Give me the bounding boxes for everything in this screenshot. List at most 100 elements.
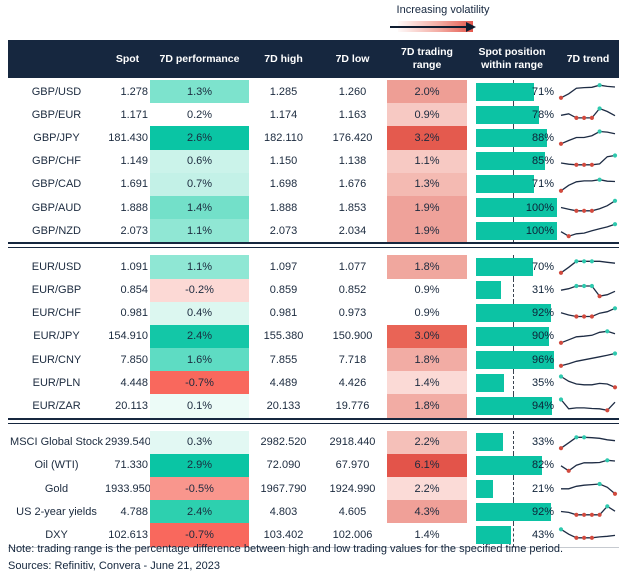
performance-cell: 2.4%	[150, 500, 249, 524]
trend-sparkline	[557, 500, 619, 523]
spot-value: 4.788	[120, 505, 148, 518]
asset-label: DXY	[45, 528, 68, 541]
high-value: 1.285	[269, 85, 298, 98]
table-header-row: Spot 7D performance 7D high 7D low 7D tr…	[8, 40, 619, 78]
position-bar	[476, 396, 553, 416]
column-header-trading-range: 7D trading range	[401, 46, 453, 71]
position-bar	[476, 175, 534, 194]
trading-range-cell: 1.8%	[387, 394, 467, 418]
trend-sparkline	[557, 126, 619, 149]
table-row: EUR/GBP 0.854 -0.2% 0.859 0.852 0.9% 31%	[8, 278, 619, 302]
position-bar-cell: 88%	[467, 126, 557, 150]
position-bar-cell: 96%	[467, 348, 557, 372]
position-bar	[476, 128, 548, 148]
position-label: 71%	[531, 85, 554, 98]
spot-value: 7.850	[120, 353, 148, 366]
trading-range-cell: 1.3%	[387, 172, 467, 196]
performance-cell: 1.3%	[150, 80, 249, 104]
trading-range-cell: 1.9%	[387, 219, 467, 243]
high-value: 1.888	[269, 201, 298, 214]
table-row: GBP/USD 1.278 1.3% 1.285 1.260 2.0% 71%	[8, 80, 619, 104]
position-label: 92%	[531, 505, 554, 518]
position-label: 43%	[531, 528, 554, 541]
trend-sparkline	[557, 80, 619, 103]
performance-cell: 0.2%	[150, 103, 249, 127]
position-label: 90%	[531, 330, 554, 343]
midpoint-dashed-line	[513, 477, 514, 501]
asset-label: Gold	[44, 482, 69, 495]
position-bar-cell: 71%	[467, 80, 557, 104]
position-bar	[476, 105, 540, 124]
position-bar	[476, 257, 533, 276]
performance-cell: 1.1%	[150, 219, 249, 243]
high-value: 0.859	[269, 284, 298, 297]
trend-sparkline	[557, 523, 619, 546]
increasing-volatility-arrow-icon	[390, 21, 476, 32]
spot-value: 1.888	[120, 201, 148, 214]
low-value: 2918.440	[329, 436, 376, 449]
asset-label: GBP/NZD	[32, 224, 81, 237]
low-value: 4.426	[338, 376, 367, 389]
spot-value: 2.073	[120, 224, 148, 237]
table-row: MSCI Global Stock 2939.540 0.3% 2982.520…	[8, 430, 619, 454]
position-bar	[476, 525, 511, 545]
group-separator	[8, 417, 619, 429]
performance-cell: 0.1%	[150, 394, 249, 418]
position-label: 100%	[525, 224, 554, 237]
table-row: EUR/PLN 4.448 -0.7% 4.489 4.426 1.4% 35%	[8, 371, 619, 395]
position-bar-cell: 90%	[467, 324, 557, 349]
trading-range-cell: 1.8%	[387, 348, 467, 372]
low-value: 1.138	[338, 155, 367, 168]
spot-value: 154.910	[108, 330, 148, 343]
group-separator	[8, 242, 619, 253]
position-bar	[476, 198, 557, 217]
trading-range-cell: 2.2%	[387, 430, 467, 454]
spot-value: 1.278	[120, 85, 148, 98]
performance-cell: 1.6%	[150, 348, 249, 372]
spot-value: 1.691	[120, 178, 148, 191]
trend-sparkline	[557, 371, 619, 394]
spot-value: 4.448	[120, 376, 148, 389]
table-row: EUR/CHF 0.981 0.4% 0.981 0.973 0.9% 92%	[8, 301, 619, 325]
low-value: 2.034	[338, 224, 367, 237]
asset-label: Oil (WTI)	[34, 459, 79, 472]
low-value: 0.852	[338, 284, 367, 297]
trading-range-cell: 6.1%	[387, 453, 467, 477]
footnote: Note: trading range is the percentage di…	[8, 543, 564, 555]
trading-range-cell: 1.4%	[387, 371, 467, 395]
position-bar	[476, 82, 534, 101]
position-bar	[476, 350, 554, 369]
asset-label: GBP/CHF	[32, 155, 81, 168]
table-row: DXY 102.613 -0.7% 103.402 102.006 1.4% 4…	[8, 523, 619, 547]
high-value: 0.981	[269, 307, 298, 320]
high-value: 4.803	[269, 505, 298, 518]
table-row: US 2-year yields 4.788 2.4% 4.803 4.605 …	[8, 500, 619, 524]
low-value: 1924.990	[329, 482, 376, 495]
trend-sparkline	[557, 103, 619, 126]
high-value: 1.174	[269, 108, 298, 121]
position-bar	[476, 502, 551, 521]
position-bar-cell: 21%	[467, 477, 557, 501]
midpoint-dashed-line	[513, 371, 514, 395]
performance-cell: 0.7%	[150, 172, 249, 196]
spot-value: 1.171	[120, 108, 148, 121]
position-bar-cell: 100%	[467, 195, 557, 220]
high-value: 20.133	[266, 400, 301, 413]
position-bar	[476, 304, 551, 323]
performance-cell: -0.7%	[150, 371, 249, 395]
position-label: 35%	[531, 376, 554, 389]
trend-sparkline	[557, 454, 619, 477]
position-bar-cell: 33%	[467, 430, 557, 454]
high-value: 2982.520	[260, 436, 307, 449]
sources-line: Sources: Refinitiv, Convera - June 21, 2…	[8, 560, 220, 572]
position-bar-cell: 92%	[467, 500, 557, 524]
performance-cell: 0.6%	[150, 149, 249, 173]
position-bar-cell: 100%	[467, 219, 557, 243]
low-value: 1.163	[338, 108, 367, 121]
asset-label: GBP/EUR	[31, 108, 82, 121]
position-bar	[476, 327, 549, 346]
position-bar-cell: 35%	[467, 371, 557, 395]
high-value: 155.380	[263, 330, 304, 343]
trend-sparkline	[557, 255, 619, 278]
